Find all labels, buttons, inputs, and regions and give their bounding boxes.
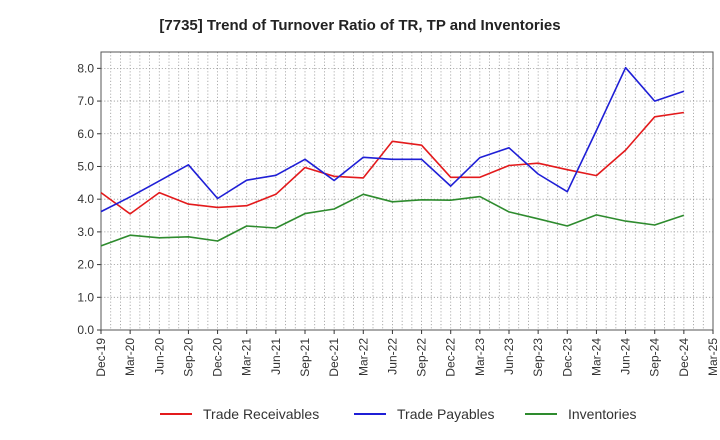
y-tick-label: 5.0 (77, 159, 94, 173)
legend-label: Inventories (568, 406, 636, 422)
y-tick-label: 8.0 (77, 61, 94, 75)
x-tick-label: Jun-21 (269, 338, 283, 375)
series-line-trade-payables (100, 66, 685, 213)
series-line-trade-receivables (100, 111, 685, 215)
plot-area: 0.0 1.0 2.0 3.0 4.0 5.0 6.0 7.0 8.0 Dec-19 Mar-20 J… (77, 51, 720, 377)
y-tick-label: 4.0 (77, 192, 94, 206)
x-tick-label: Mar-20 (123, 338, 137, 376)
x-tick-label: Dec-19 (94, 338, 108, 377)
x-tick-label: Jun-20 (152, 338, 166, 375)
x-tick-label: Dec-20 (211, 338, 225, 377)
x-tick-label: Jun-23 (502, 338, 516, 375)
legend: Trade Receivables Trade Payables Inventori… (160, 406, 636, 422)
x-tick-label: Sep-22 (415, 338, 429, 377)
series-line-inventories (100, 193, 685, 247)
y-tick-label: 7.0 (77, 94, 94, 108)
x-tick-label: Mar-24 (589, 338, 603, 376)
x-tick-label: Sep-21 (298, 338, 312, 377)
legend-label: Trade Payables (397, 406, 495, 422)
x-tick-label: Dec-21 (327, 338, 341, 377)
x-tick-label: Sep-24 (648, 338, 662, 377)
x-tick-label: Mar-22 (356, 338, 370, 376)
legend-label: Trade Receivables (203, 406, 319, 422)
x-tick-label: Dec-23 (560, 338, 574, 377)
x-tick-label: Jun-24 (619, 338, 633, 375)
x-tick-label: Mar-21 (240, 338, 254, 376)
x-tick-label: Dec-24 (677, 338, 691, 377)
chart-title: [7735] Trend of Turnover Ratio of TR, TP… (159, 17, 560, 34)
x-tick-label: Sep-23 (531, 338, 545, 377)
x-tick-label: Mar-23 (473, 338, 487, 376)
x-tick-label: Mar-25 (706, 338, 720, 376)
x-tick-label: Sep-20 (181, 338, 195, 377)
y-tick-label: 3.0 (77, 225, 94, 239)
plot-frame (100, 51, 714, 331)
grid (101, 52, 713, 330)
y-tick-label: 6.0 (77, 127, 94, 141)
x-tick-label: Dec-22 (444, 338, 458, 377)
y-tick-label: 1.0 (77, 290, 94, 304)
x-tick-label: Jun-22 (385, 338, 399, 375)
y-tick-label: 2.0 (77, 258, 94, 272)
y-tick-label: 0.0 (77, 323, 94, 337)
